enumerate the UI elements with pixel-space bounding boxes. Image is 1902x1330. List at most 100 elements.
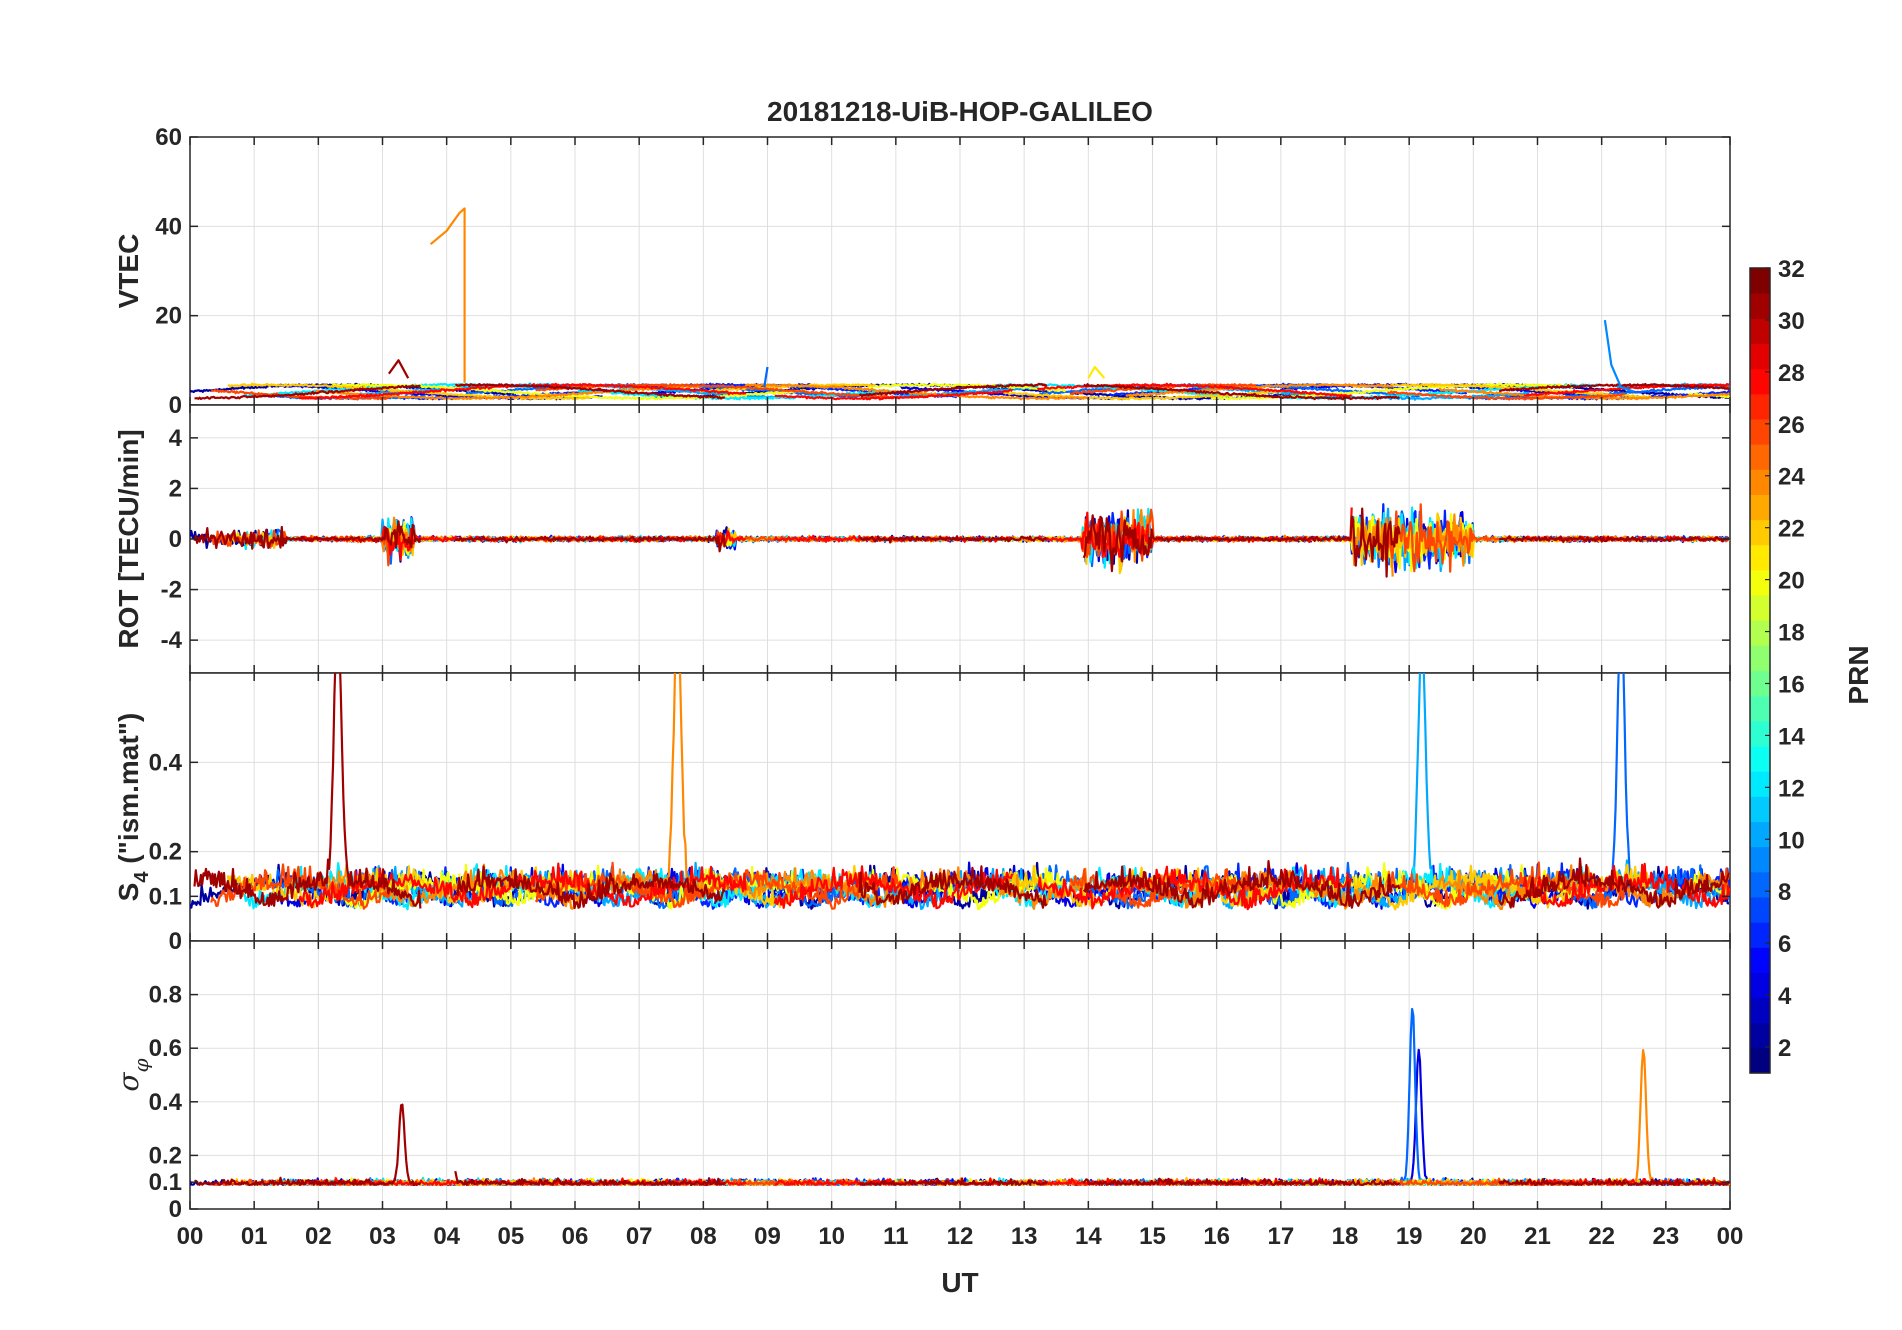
colorbar-band (1750, 620, 1770, 646)
series-line-prn-24 (1438, 1049, 1730, 1186)
y-tick-label: 0 (169, 1196, 182, 1223)
colorbar-band (1750, 318, 1770, 345)
colorbar-band (1750, 821, 1770, 848)
series-line-prn-31 (454, 532, 726, 553)
colorbar-band (1750, 645, 1770, 672)
x-tick-label: 04 (433, 1223, 460, 1250)
y-tick-label: 0 (169, 928, 182, 955)
colorbar-band (1750, 997, 1770, 1024)
x-tick-label: 07 (626, 1223, 653, 1250)
series-line-prn-20 (867, 382, 1067, 393)
colorbar-band (1750, 896, 1770, 923)
y-tick-label: 0.1 (149, 1169, 182, 1196)
x-tick-label: 03 (369, 1223, 396, 1250)
x-tick-label: 06 (562, 1223, 589, 1250)
y-axis-label-vtec: VTEC (113, 234, 144, 309)
vtec-feature-prn-9 (1603, 319, 1635, 393)
series-line-prn-31 (1083, 383, 1400, 401)
colorbar-band (1750, 343, 1770, 370)
y-axis-label-sub: φ (129, 1058, 153, 1072)
chart-title: 20181218-UiB-HOP-GALILEO (767, 96, 1153, 127)
colorbar-band (1750, 569, 1770, 596)
y-tick-label: 0.2 (149, 1142, 182, 1169)
y-tick-label: 0.4 (149, 1089, 183, 1116)
colorbar-tick-label: 20 (1778, 568, 1805, 595)
colorbar-band (1750, 695, 1770, 722)
series-line-prn-31 (1498, 857, 1730, 909)
series-line-prn-31 (454, 1170, 726, 1186)
y-axis-label-rest: ("ism.mat") (113, 713, 144, 872)
colorbar-band (1750, 846, 1770, 873)
y-tick-label: -2 (161, 577, 182, 604)
y-axis-label-main: S (113, 883, 144, 902)
vtec-feature-prn-31 (388, 359, 410, 379)
panel-sigma_phi: 00.10.2 0.4 0.6 0.8 σφ (112, 940, 1731, 1223)
series-line-prn-31 (194, 384, 421, 401)
series-line-prn-31 (1498, 382, 1730, 393)
colorbar-band (1750, 796, 1770, 823)
series-line-prn-31 (1082, 507, 1401, 578)
colorbar-tick-label: 28 (1778, 360, 1805, 387)
colorbar-tick-label: 2 (1778, 1035, 1791, 1062)
series-line-prn-28 (773, 865, 1014, 910)
series-line-prn-31 (193, 673, 422, 909)
x-tick-label: 14 (1075, 1223, 1102, 1250)
colorbar-band (1750, 922, 1770, 948)
x-axis: 00 01 02 03 04 05 06 07 08 09 10 11 12 13 14 15 16 17 18 19… (177, 1223, 1744, 1250)
colorbar-tick-label: 18 (1778, 620, 1805, 647)
y-axis-label-s4: S4 ("ism.mat") (113, 713, 153, 902)
colorbar-tick-label: 6 (1778, 931, 1791, 958)
series-line-prn-31 (858, 865, 1048, 909)
x-tick-label: 01 (241, 1223, 268, 1250)
colorbar-band (1750, 393, 1770, 420)
colorbar-band (1750, 972, 1770, 999)
x-tick-label: 00 (177, 1223, 204, 1250)
y-tick-label: 40 (155, 213, 182, 240)
colorbar-tick-label: 24 (1778, 464, 1805, 491)
y-tick-label: 4 (169, 425, 183, 452)
y-axis-label-sub: 4 (131, 871, 153, 883)
y-tick-label: 60 (155, 124, 182, 151)
series-group (190, 673, 1730, 911)
y-tick-label: 20 (155, 303, 182, 330)
series-line-prn-22 (1352, 382, 1652, 399)
colorbar-band (1750, 595, 1770, 621)
y-tick-label: 0.6 (149, 1035, 182, 1062)
colorbar-band (1750, 469, 1770, 496)
x-tick-label: 09 (754, 1223, 781, 1250)
x-tick-label: 11 (883, 1223, 908, 1250)
x-tick-label: 10 (818, 1223, 845, 1250)
vtec-feature-prn-24 (429, 207, 466, 383)
series-line-prn-31 (1498, 1177, 1730, 1186)
colorbar-tick-label: 22 (1778, 516, 1805, 543)
series-line-prn-31 (454, 865, 726, 910)
colorbar-band (1750, 771, 1770, 797)
x-tick-label: 23 (1652, 1223, 1679, 1250)
colorbar-tick-label: 10 (1778, 827, 1805, 854)
y-tick-label: 0.8 (149, 982, 182, 1009)
panel-vtec: 0 20 40 60 VTEC (113, 124, 1731, 419)
x-tick-label: 17 (1267, 1223, 1294, 1250)
vtec-feature-prn-8 (763, 366, 769, 388)
x-tick-label: 08 (690, 1223, 717, 1250)
series-group (190, 503, 1730, 578)
series-line-prn-26 (1387, 390, 1626, 401)
colorbar-tick-label: 12 (1778, 775, 1805, 802)
y-tick-label: 0.2 (149, 839, 182, 866)
x-axis-label: UT (941, 1267, 978, 1298)
x-tick-label: 12 (947, 1223, 974, 1250)
colorbar-band (1750, 947, 1770, 973)
series-line-prn-31 (1082, 860, 1401, 909)
colorbar-band (1750, 670, 1770, 697)
series-line-prn-24 (744, 383, 1089, 401)
colorbar-tick-label: 14 (1778, 723, 1805, 750)
colorbar-band (1750, 494, 1770, 521)
x-tick-label: 13 (1011, 1223, 1038, 1250)
colorbar-band (1750, 418, 1770, 445)
colorbar-band (1750, 1022, 1770, 1049)
y-tick-label: -4 (161, 627, 183, 654)
x-tick-label: 19 (1396, 1223, 1423, 1250)
colorbar-label: PRN (1843, 645, 1874, 704)
colorbar-band (1750, 544, 1770, 571)
